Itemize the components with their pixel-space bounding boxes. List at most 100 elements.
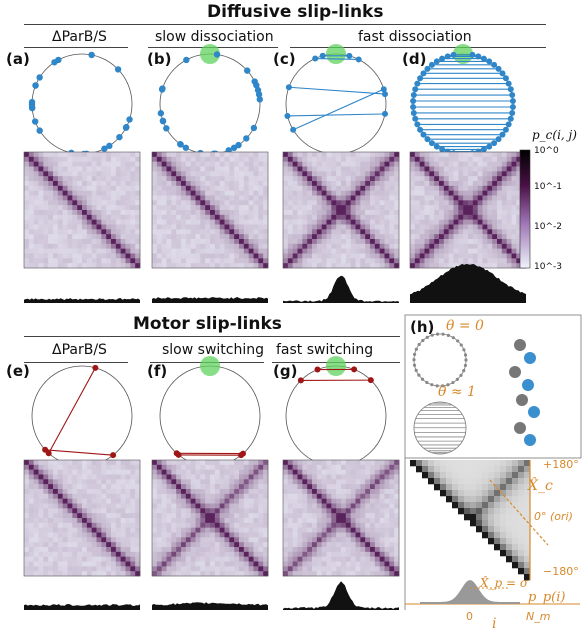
heatmap-cell	[511, 200, 517, 206]
heatmap-cell	[419, 161, 425, 167]
heatmap-cell	[297, 556, 303, 562]
heatmap-cell	[43, 551, 49, 557]
heatmap-cell	[82, 518, 88, 524]
heatmap-cell	[166, 166, 172, 172]
heatmap-cell	[307, 181, 313, 187]
heatmap-cell	[416, 466, 423, 473]
heatmap-cell	[297, 479, 303, 485]
heatmap-cell	[156, 464, 162, 470]
heatmap-cell	[350, 248, 356, 254]
heatmap-cell	[258, 248, 264, 254]
heatmap-cell	[96, 171, 102, 177]
heatmap-cell	[394, 460, 400, 466]
heatmap-cell	[33, 205, 39, 211]
heatmap-cell	[24, 571, 30, 577]
heatmap-cell	[176, 214, 182, 220]
heatmap-cell	[287, 161, 293, 167]
heatmap-cell	[67, 556, 73, 562]
heatmap-cell	[72, 551, 78, 557]
heatmap-cell	[53, 527, 59, 533]
heatmap-cell	[434, 219, 440, 225]
heatmap-cell	[219, 156, 225, 162]
heatmap-cell	[434, 176, 440, 182]
heatmap-cell	[439, 239, 445, 245]
heatmap-cell	[516, 171, 522, 177]
heatmap-cell	[389, 214, 395, 220]
heatmap-cell	[190, 513, 196, 519]
heatmap-cell	[248, 479, 254, 485]
heatmap-cell	[379, 556, 385, 562]
heatmap-cell	[370, 537, 376, 543]
heatmap-cell	[176, 522, 182, 528]
heatmap-cell	[185, 489, 191, 495]
heatmap-cell	[350, 498, 356, 504]
heatmap-cell	[205, 561, 211, 567]
heatmap-cell	[307, 460, 313, 466]
heatmap-cell	[234, 263, 240, 269]
heatmap-cell	[48, 253, 54, 259]
heatmap-cell	[283, 489, 289, 495]
heatmap-cell	[458, 219, 464, 225]
slip-link-end	[424, 136, 431, 143]
heatmap-cell	[62, 205, 68, 211]
heatmap-cell	[453, 258, 459, 264]
heatmap-cell	[224, 503, 230, 509]
heatmap-cell	[360, 571, 366, 577]
heatmap-cell	[302, 508, 308, 514]
heatmap-cell	[67, 243, 73, 249]
heatmap-cell	[91, 460, 97, 466]
heatmap-cell	[205, 258, 211, 264]
heatmap-cell	[234, 547, 240, 553]
heatmap-cell	[253, 171, 259, 177]
heatmap-cell	[448, 253, 454, 259]
heatmap-cell	[214, 205, 220, 211]
heatmap-cell	[482, 205, 488, 211]
heatmap-cell	[62, 152, 68, 158]
heatmap-cell	[33, 166, 39, 172]
heatmap-cell	[331, 464, 337, 470]
heatmap-cell	[106, 195, 112, 201]
heatmap-cell	[181, 556, 187, 562]
heatmap-cell	[524, 526, 531, 533]
heatmap-cell	[443, 229, 449, 235]
heatmap-cell	[453, 205, 459, 211]
heatmap-cell	[86, 522, 92, 528]
heatmap-cell	[190, 460, 196, 466]
heatmap-cell	[210, 263, 216, 269]
heatmap-cell	[62, 229, 68, 235]
slip-link-end	[410, 103, 417, 110]
heatmap-cell	[24, 263, 30, 269]
slip-link-end	[499, 70, 506, 77]
heatmap-cell	[234, 464, 240, 470]
heatmap-cell	[341, 547, 347, 553]
heatmap-cell	[48, 171, 54, 177]
polymer-bead	[514, 422, 526, 434]
heatmap-cell	[181, 469, 187, 475]
heatmap-cell	[77, 219, 83, 225]
heatmap-cell	[360, 493, 366, 499]
heatmap-cell	[312, 551, 318, 557]
heatmap-cell	[448, 166, 454, 172]
heatmap-cell	[190, 210, 196, 216]
heatmap-cell	[365, 561, 371, 567]
heatmap-cell	[53, 489, 59, 495]
heatmap-cell	[302, 224, 308, 230]
slip-link-end	[177, 141, 184, 148]
heatmap-cell	[258, 171, 264, 177]
slip-link-end	[159, 117, 167, 125]
heatmap-cell	[297, 474, 303, 480]
heatmap-cell	[287, 210, 293, 216]
heatmap-cell	[219, 551, 225, 557]
heatmap-cell	[224, 224, 230, 230]
heatmap-cell	[472, 214, 478, 220]
heatmap-cell	[512, 526, 519, 533]
heatmap-cell	[62, 479, 68, 485]
slip-link-end	[417, 342, 421, 347]
heatmap-cell	[506, 161, 512, 167]
heatmap-cell	[181, 489, 187, 495]
heatmap-cell	[453, 156, 459, 162]
heatmap-cell	[302, 263, 308, 269]
heatmap-cell	[195, 190, 201, 196]
heatmap-cell	[130, 469, 136, 475]
heatmap-cell	[494, 496, 501, 503]
